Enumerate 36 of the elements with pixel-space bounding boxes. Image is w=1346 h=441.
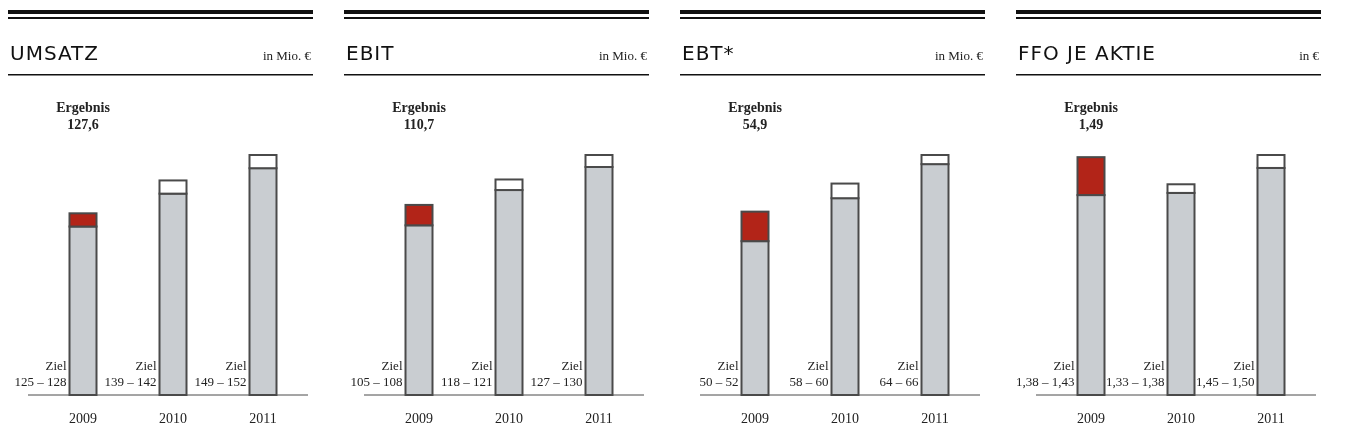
text: Ergebnis 127,6 — [56, 100, 111, 132]
chart-title: EBIT — [346, 41, 395, 65]
chart-subtitle: in Mio. € — [598, 48, 648, 63]
chart-title: EBT* — [682, 41, 735, 65]
chart-subtitle: in Mio. € — [934, 48, 984, 63]
annotation: Ziel 139 – 142 — [104, 358, 157, 389]
annotation: Ziel 105 – 108 — [350, 358, 403, 389]
x-tick-label: 2009 — [405, 411, 433, 426]
x-tick-label: 2010 — [831, 411, 859, 426]
annotation: Ziel 1,45 – 1,50 — [1196, 358, 1255, 389]
x-tick-label: 2010 — [1167, 411, 1195, 426]
x-tick-label: 2009 — [69, 411, 97, 426]
annotation: Ziel 1,38 – 1,43 — [1016, 358, 1075, 389]
annotation: Ziel 1,33 – 1,38 — [1106, 358, 1165, 389]
chart-title: FFO JE AKTIE — [1018, 41, 1156, 65]
annotation: Ziel 64 – 66 — [879, 358, 919, 389]
text: Ergebnis 1,49 — [1064, 100, 1119, 132]
x-tick-label: 2010 — [159, 411, 187, 426]
annotation: Ziel 118 – 121 — [440, 358, 493, 389]
x-tick-label: 2011 — [921, 411, 949, 426]
x-tick-label: 2009 — [1077, 411, 1105, 426]
annotation: Ziel 58 – 60 — [789, 358, 829, 389]
chart-subtitle: in € — [1299, 48, 1320, 63]
x-tick-label: 2011 — [585, 411, 613, 426]
x-tick-label: 2009 — [741, 411, 769, 426]
x-tick-label: 2011 — [249, 411, 277, 426]
text: Ergebnis 54,9 — [728, 100, 783, 132]
x-tick-label: 2010 — [495, 411, 523, 426]
x-tick-label: 2011 — [1257, 411, 1285, 426]
chart-subtitle: in Mio. € — [262, 48, 312, 63]
chart-title: UMSATZ — [10, 41, 100, 65]
annotation: Ziel 125 – 128 — [14, 358, 67, 389]
annotation: Ziel 149 – 152 — [194, 358, 247, 389]
text: Ergebnis 110,7 — [392, 100, 447, 132]
annotation: Ziel 127 – 130 — [530, 358, 583, 389]
annotation: Ziel 50 – 52 — [699, 358, 739, 389]
